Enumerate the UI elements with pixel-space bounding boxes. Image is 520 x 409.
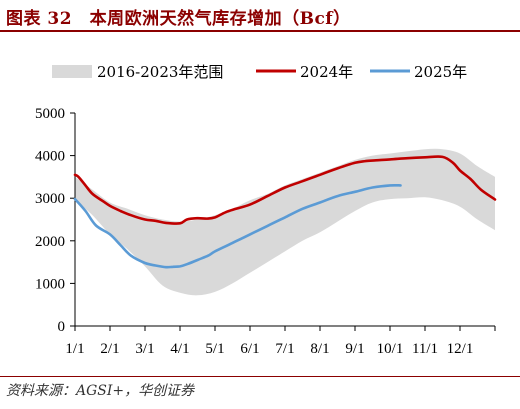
source-note: 资料来源：AGSI+，华创证券	[6, 383, 195, 399]
y-tick-label: 0	[58, 319, 66, 335]
x-tick-label: 5/1	[205, 341, 224, 357]
x-tick-label: 4/1	[170, 341, 189, 357]
legend-swatch-range	[52, 65, 92, 78]
chart-title: 图表 32 本周欧洲天然气库存增加（Bcf）	[6, 9, 351, 29]
x-tick-label: 7/1	[275, 341, 294, 357]
x-tick-label: 3/1	[135, 341, 154, 357]
legend: 2016-2023年范围 2024年 2025年	[52, 63, 467, 81]
plot-area: 0 1000 2000 3000 4000 5000 1/1 2/1 3/1 4/1 5/1 6/1 7…	[35, 106, 497, 357]
y-tick-label: 4000	[35, 149, 65, 165]
legend-label-range: 2016-2023年范围	[97, 63, 223, 81]
y-tick-label: 5000	[35, 106, 65, 122]
series-line-2025	[73, 183, 402, 269]
source-divider	[0, 376, 520, 377]
chart: 2016-2023年范围 2024年 2025年 0 1000 2000 3000 40…	[35, 63, 497, 357]
y-tick-label: 2000	[35, 234, 65, 250]
range-band	[75, 148, 495, 296]
x-tick-label: 12/1	[447, 341, 474, 357]
y-tick-label: 3000	[35, 191, 65, 207]
x-tick-label: 6/1	[240, 341, 259, 357]
title-divider	[0, 30, 520, 32]
legend-label-2024: 2024年	[300, 63, 353, 81]
x-tick-label: 10/1	[377, 341, 404, 357]
legend-label-2025: 2025年	[414, 63, 467, 81]
series-line-2024	[73, 155, 497, 225]
y-tick-label: 1000	[35, 276, 65, 292]
x-tick-label: 11/1	[412, 341, 438, 357]
x-tick-label: 9/1	[345, 341, 364, 357]
x-tick-label: 1/1	[65, 341, 84, 357]
x-tick-label: 8/1	[310, 341, 329, 357]
x-tick-label: 2/1	[100, 341, 119, 357]
